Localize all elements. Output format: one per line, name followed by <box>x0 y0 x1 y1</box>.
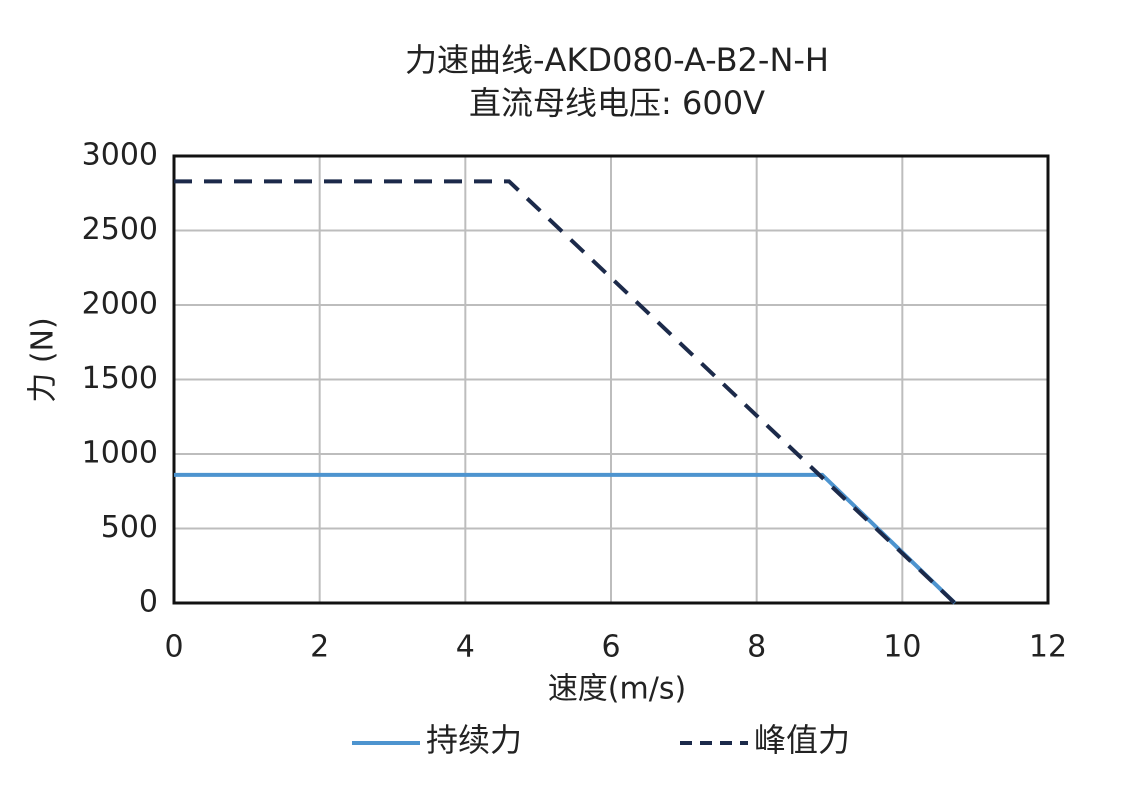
x-tick-label: 4 <box>456 630 475 665</box>
x-axis-label: 速度(m/s) <box>548 672 686 707</box>
legend-label: 持续力 <box>426 721 522 759</box>
y-tick-label: 500 <box>101 510 158 545</box>
x-tick-label: 0 <box>164 630 183 665</box>
y-tick-label: 2000 <box>82 287 158 322</box>
y-tick-label: 1000 <box>82 436 158 471</box>
y-tick-label: 2500 <box>82 212 158 247</box>
x-tick-label: 2 <box>310 630 329 665</box>
x-tick-label: 12 <box>1029 630 1067 665</box>
chart-title: 力速曲线-AKD080-A-B2-N-H <box>405 41 829 79</box>
plot-frame <box>172 154 1050 605</box>
y-axis-label: 力 (N) <box>26 317 61 402</box>
y-tick-label: 3000 <box>82 138 158 173</box>
x-tick-label: 10 <box>883 630 921 665</box>
chart-subtitle: 直流母线电压: 600V <box>469 84 765 122</box>
x-tick-label: 6 <box>601 630 620 665</box>
legend-label: 峰值力 <box>754 721 850 759</box>
x-tick-label: 8 <box>747 630 766 665</box>
y-tick-label: 0 <box>139 585 158 620</box>
data-line <box>174 179 957 605</box>
y-tick-label: 1500 <box>82 361 158 396</box>
